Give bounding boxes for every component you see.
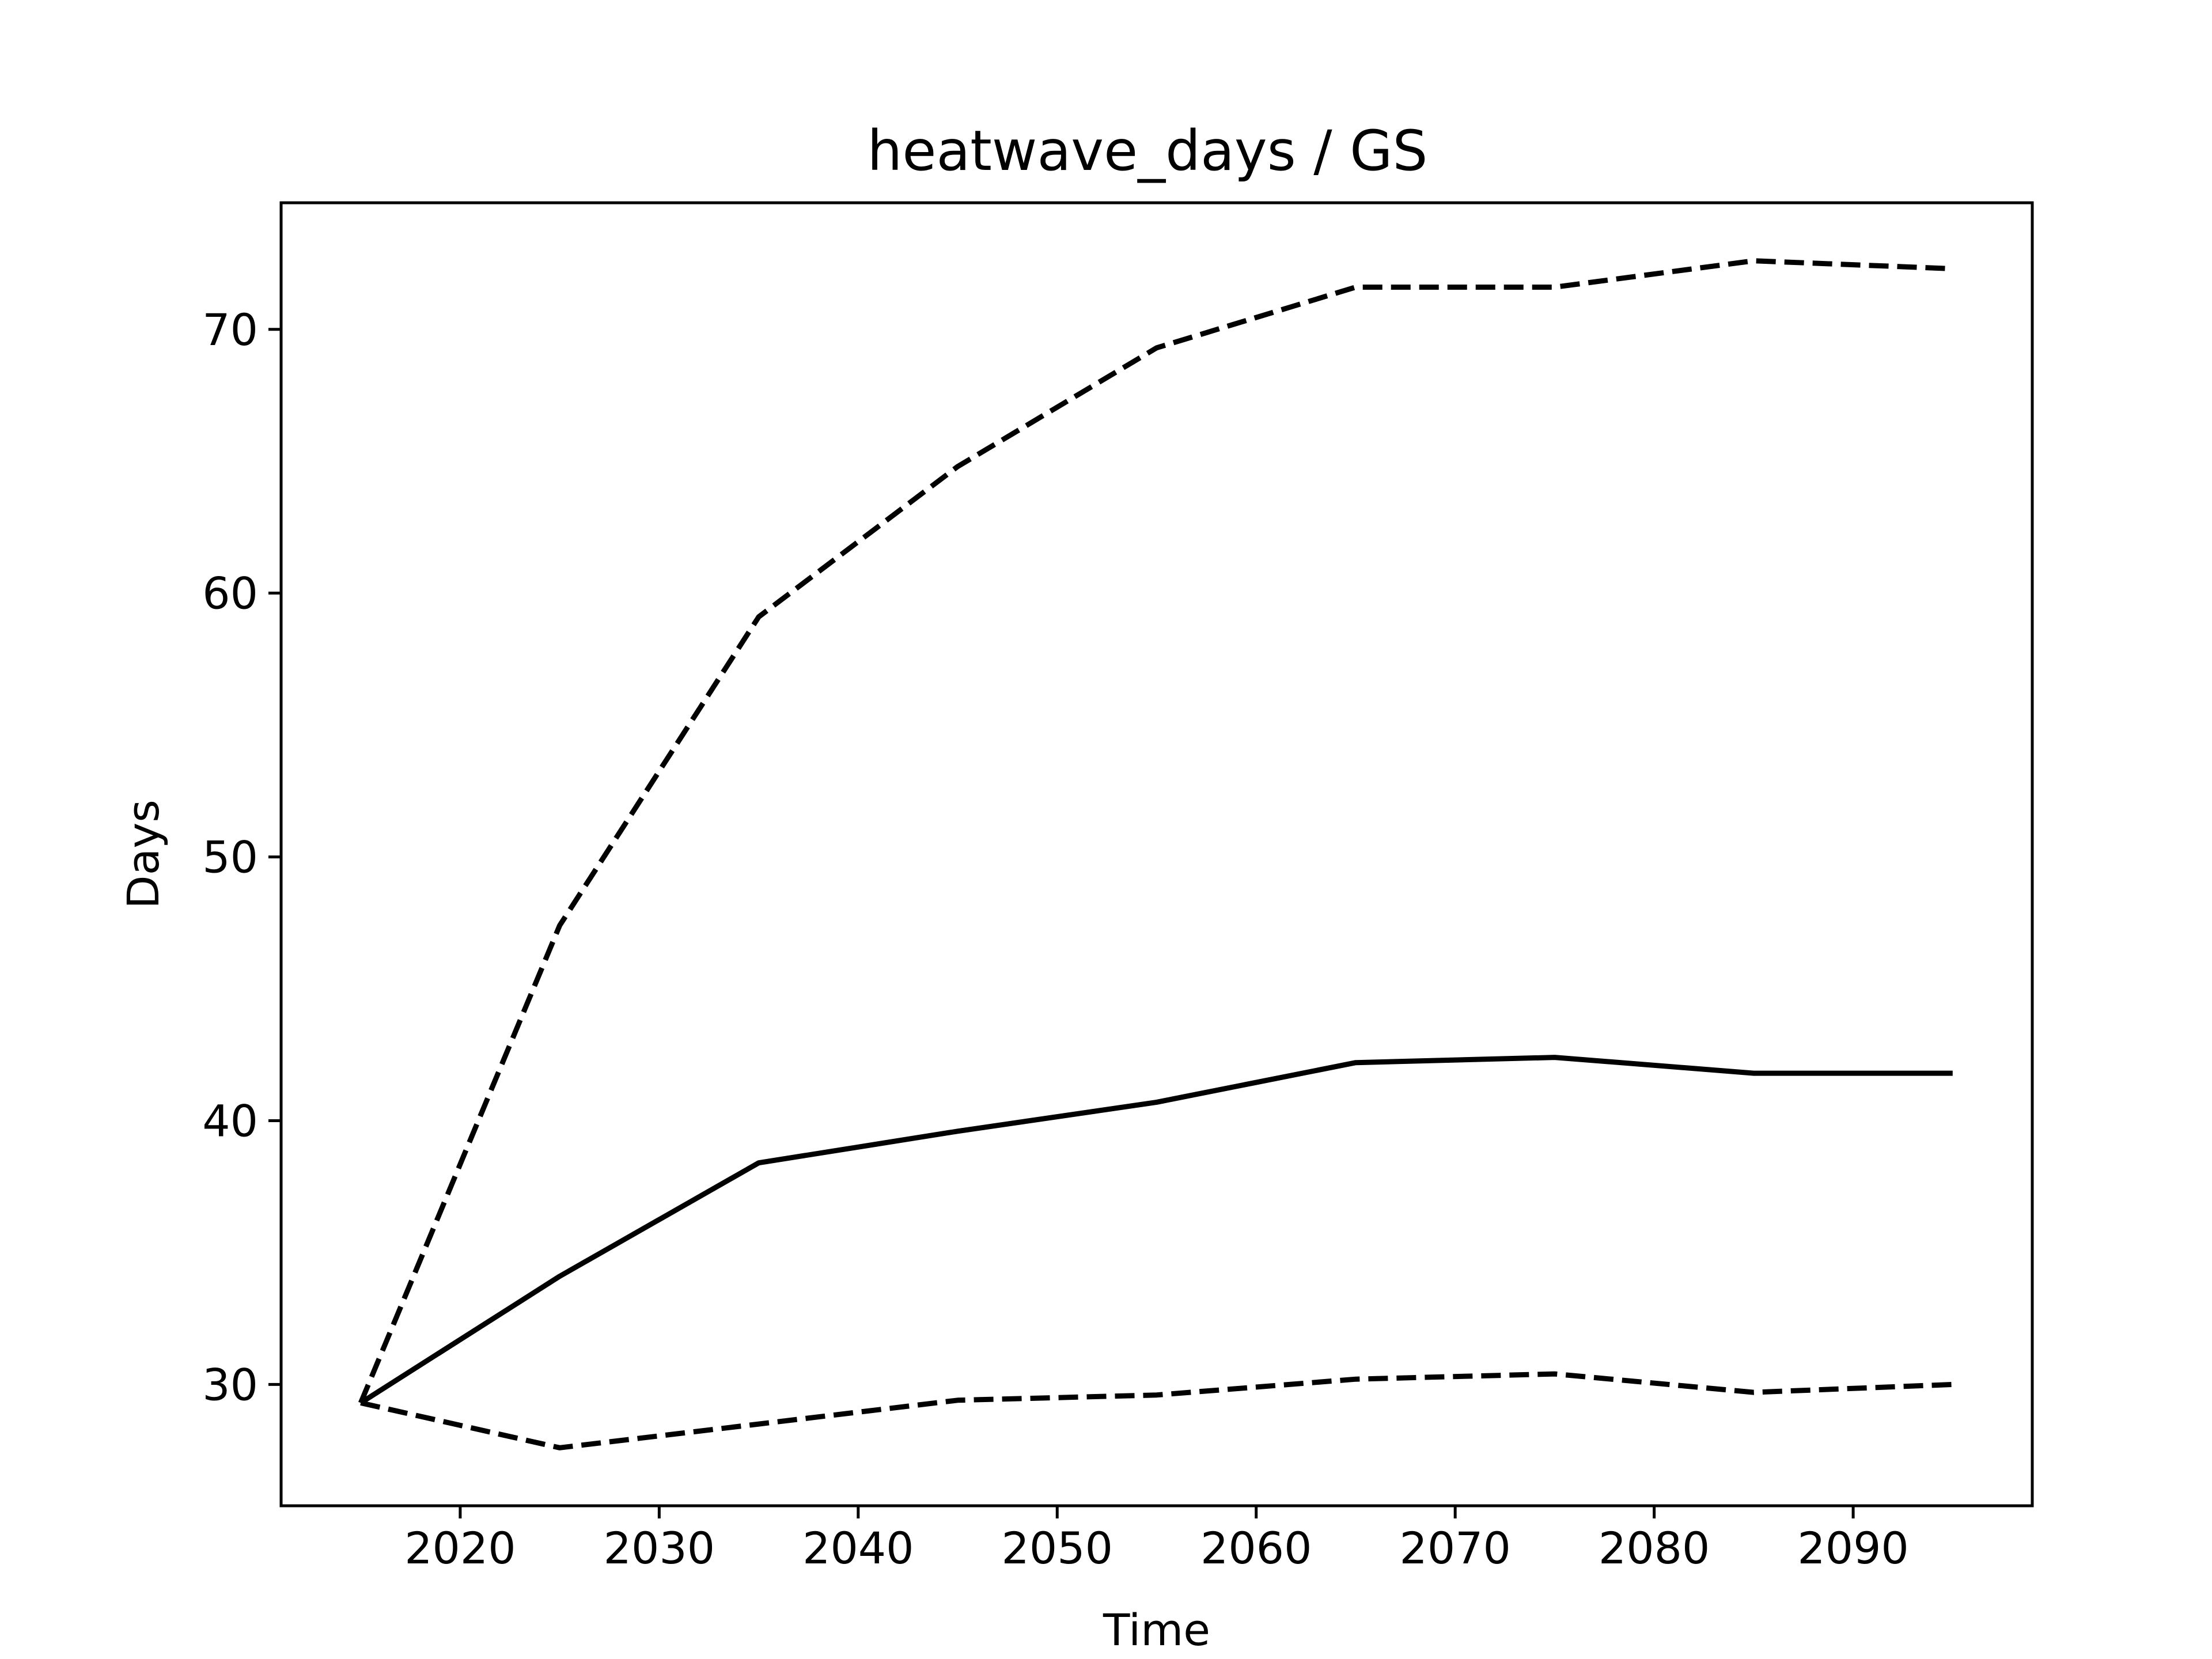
- series-line-2: [358, 258, 1953, 1404]
- x-tick-label: 2070: [1399, 1522, 1510, 1574]
- y-tick-label: 70: [202, 304, 258, 355]
- y-tick-label: 60: [202, 568, 258, 619]
- x-tick-label: 2050: [1002, 1522, 1113, 1574]
- series-line-3: [360, 1371, 1953, 1450]
- y-axis: 30 40 50 60 70: [202, 304, 281, 1410]
- x-tick-label: 2060: [1200, 1522, 1312, 1574]
- x-axis-label: Time: [1103, 1604, 1210, 1656]
- x-axis: 2020 2030 2040 2050 2060 2070 2080 2090: [404, 1506, 1909, 1574]
- y-tick-label: 40: [202, 1095, 258, 1146]
- plot-area: [358, 258, 1953, 1450]
- axes-frame: [279, 201, 2034, 1508]
- x-tick-label: 2030: [604, 1522, 715, 1574]
- x-tick-label: 2090: [1797, 1522, 1908, 1574]
- chart-title: heatwave_days / GS: [868, 119, 1428, 183]
- y-tick-label: 50: [202, 832, 258, 883]
- y-tick-label: 30: [202, 1359, 258, 1410]
- x-tick-label: 2020: [404, 1522, 516, 1574]
- y-axis-label: Days: [118, 800, 169, 909]
- x-tick-label: 2040: [802, 1522, 914, 1574]
- series-line-1: [359, 1055, 1953, 1406]
- x-tick-label: 2080: [1599, 1522, 1710, 1574]
